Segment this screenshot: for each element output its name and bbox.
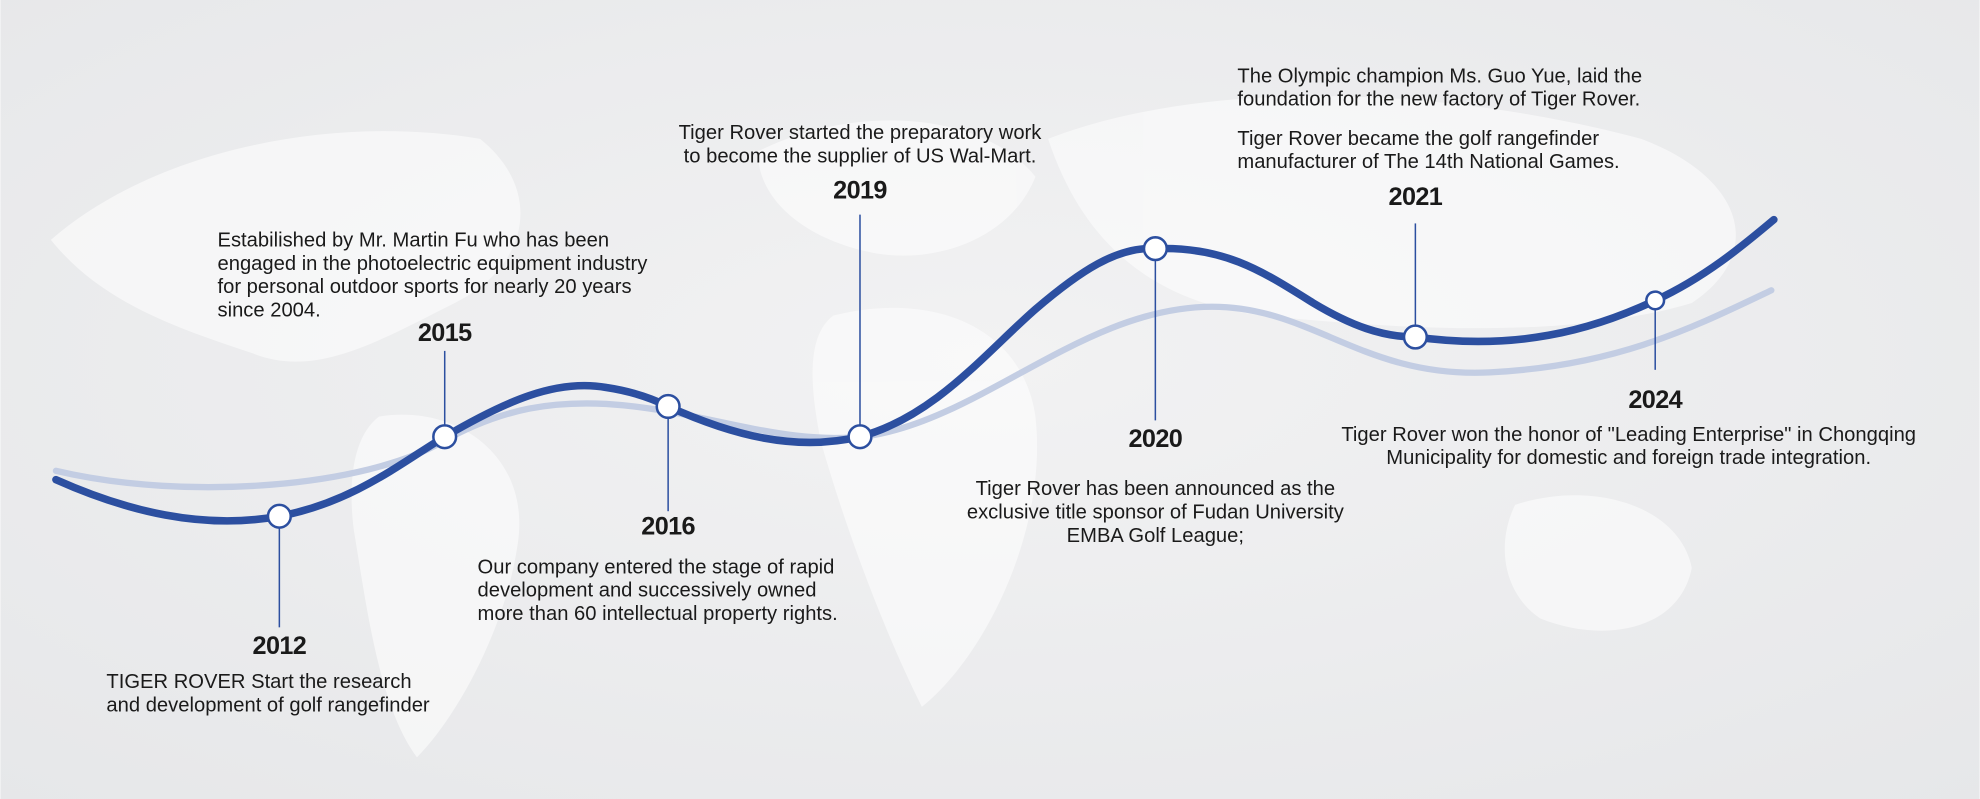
milestone-text: exclusive title sponsor of Fudan Univers… <box>967 501 1345 523</box>
milestone-dot <box>1645 290 1666 311</box>
milestone-dot <box>266 503 292 529</box>
milestone-dot <box>847 424 873 450</box>
milestone-year: 2021 <box>1389 183 1443 211</box>
milestone-text: manufacturer of The 14th National Games. <box>1237 151 1619 173</box>
milestone-text: EMBA Golf League; <box>1067 525 1244 547</box>
milestone-year: 2012 <box>253 632 307 660</box>
milestone-year: 2016 <box>641 512 695 540</box>
milestone-text: since 2004. <box>218 299 321 321</box>
timeline-curve <box>52 215 1778 525</box>
milestone-text: Tiger Rover won the honor of "Leading En… <box>1341 424 1916 446</box>
milestone-text: Tiger Rover started the preparatory work <box>679 122 1043 144</box>
milestone-text: development and successively owned <box>478 580 817 602</box>
milestone-dot <box>1142 236 1168 262</box>
milestone-text: Tiger Rover has been announced as the <box>976 478 1336 500</box>
milestone-year: 2015 <box>418 319 472 347</box>
milestone-text: TIGER ROVER Start the research <box>106 671 411 693</box>
milestone-year: 2024 <box>1628 386 1682 414</box>
milestone-year: 2019 <box>833 177 887 205</box>
milestone-year: 2020 <box>1129 425 1183 453</box>
milestone-text: Tiger Rover became the golf rangefinder <box>1237 128 1599 150</box>
milestone-text: engaged in the photoelectric equipment i… <box>218 253 649 275</box>
milestone-text: for personal outdoor sports for nearly 2… <box>218 276 632 298</box>
milestone-dot <box>1402 324 1428 350</box>
milestone-dot <box>655 393 681 420</box>
milestone-dot <box>432 424 458 450</box>
world-map <box>50 96 1736 758</box>
milestone-text: Estabilished by Mr. Martin Fu who has be… <box>218 229 610 251</box>
milestone-text: more than 60 intellectual property right… <box>478 603 838 625</box>
milestone-text: Our company entered the stage of rapid <box>478 556 835 578</box>
milestone-text: and development of golf rangefinder <box>106 695 430 717</box>
milestone-text: Municipality for domestic and foreign tr… <box>1386 447 1871 469</box>
milestone-text: The Olympic champion Ms. Guo Yue, laid t… <box>1237 65 1642 87</box>
milestone-text: foundation for the new factory of Tiger … <box>1237 89 1640 111</box>
milestone-text: to become the supplier of US Wal-Mart. <box>684 145 1037 167</box>
